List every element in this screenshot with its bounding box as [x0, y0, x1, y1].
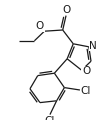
Text: O: O: [36, 21, 44, 31]
Text: Cl: Cl: [81, 86, 91, 96]
Text: Cl: Cl: [44, 116, 55, 120]
Text: O: O: [82, 66, 90, 76]
Text: O: O: [62, 5, 70, 15]
Text: N: N: [89, 41, 97, 51]
